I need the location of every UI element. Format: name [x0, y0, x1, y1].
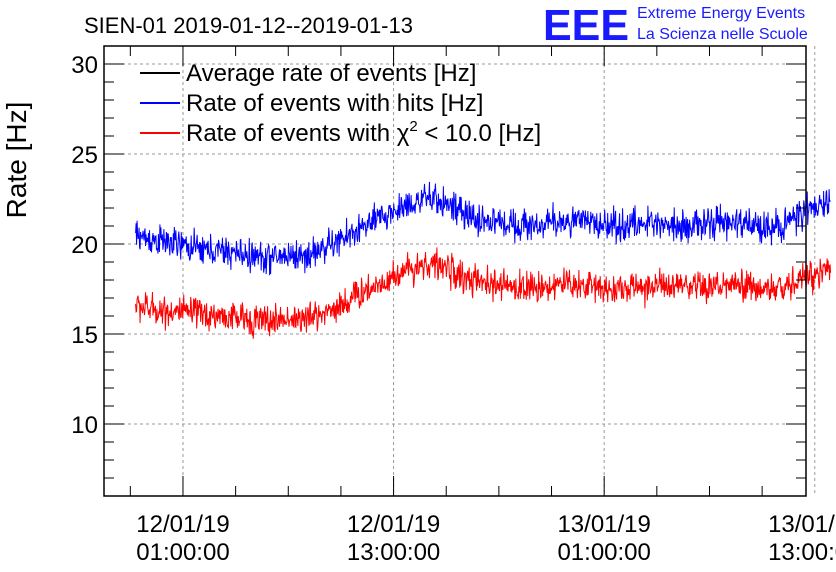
x-tick-time-label: 01:00:00 — [557, 539, 650, 566]
series-line-1 — [135, 181, 831, 276]
y-tick-label: 20 — [71, 232, 98, 259]
logo-line-1: Extreme Energy Events — [637, 5, 805, 22]
axes: 101520253012/01/1901:00:0012/01/1913:00:… — [71, 45, 836, 566]
y-tick-label: 15 — [71, 322, 98, 349]
legend: Average rate of events [Hz] Rate of even… — [140, 60, 541, 147]
series-line-2 — [135, 247, 832, 339]
y-axis-label: Rate [Hz] — [1, 102, 32, 219]
x-tick-time-label: 13:00:00 — [768, 539, 836, 566]
x-tick-date-label: 13/01/19 — [557, 511, 650, 538]
plot-frame — [103, 45, 807, 497]
x-tick-time-label: 01:00:00 — [136, 539, 229, 566]
legend-label-chi2: Rate of events with χ2 < 10.0 [Hz] — [186, 118, 541, 147]
series-layer — [135, 181, 832, 339]
x-tick-date-label: 12/01/19 — [347, 511, 440, 538]
legend-label-average: Average rate of events [Hz] — [186, 60, 476, 87]
x-tick-date-label: 12/01/19 — [136, 511, 229, 538]
x-tick-time-label: 13:00:00 — [347, 539, 440, 566]
logo-line-2: La Scienza nelle Scuole — [637, 26, 808, 43]
logo-mark: EEE — [543, 1, 629, 50]
y-tick-label: 30 — [71, 52, 98, 79]
chart-title: SIEN-01 2019-01-12--2019-01-13 — [84, 13, 413, 38]
eee-logo: EEE Extreme Energy Events La Scienza nel… — [543, 1, 808, 50]
y-tick-label: 25 — [71, 142, 98, 169]
x-tick-date-label: 13/01/19 — [768, 511, 836, 538]
y-tick-label: 10 — [71, 412, 98, 439]
legend-label-hits: Rate of events with hits [Hz] — [186, 90, 483, 117]
